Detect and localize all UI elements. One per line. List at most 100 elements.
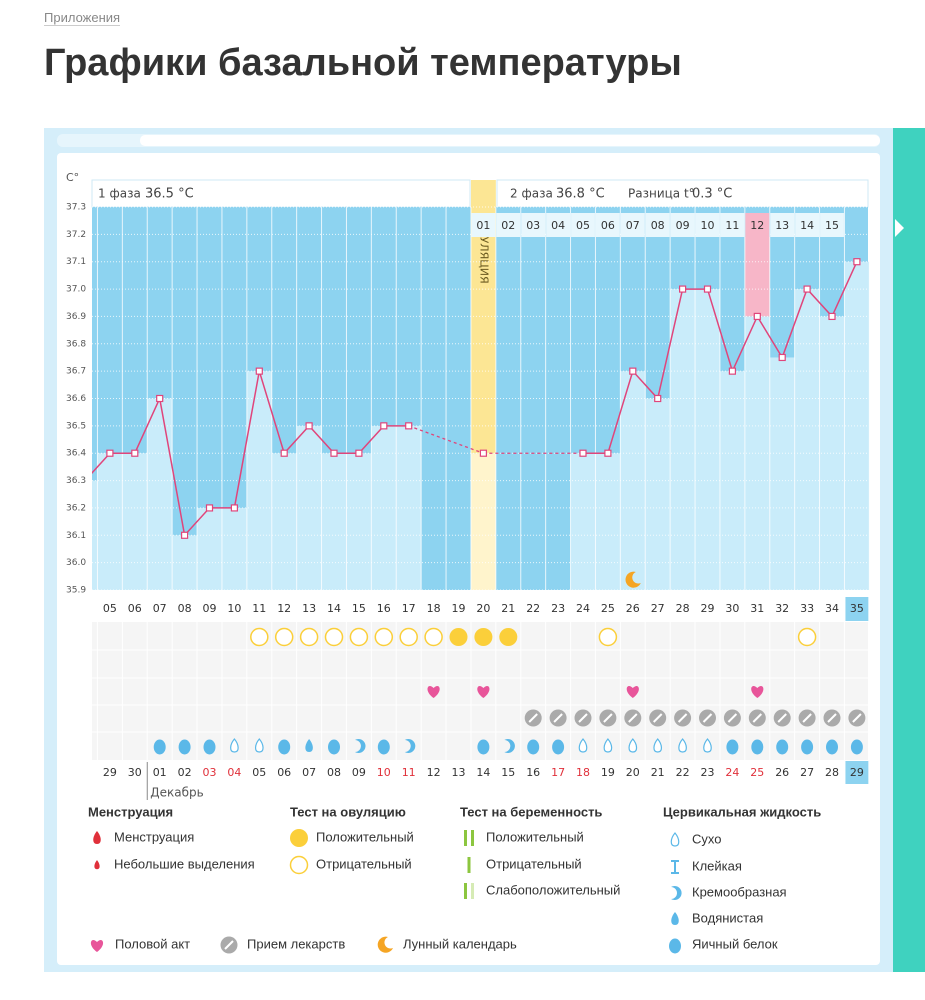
cycle-day-label: 16 — [377, 602, 391, 615]
cycle-day-label: 22 — [526, 602, 540, 615]
medication — [848, 709, 866, 727]
date-label: 03 — [203, 766, 217, 779]
plot: ОВУЛЯЦИЯ01020304050607080910111213141504… — [92, 180, 870, 800]
cycle-day-label: 10 — [227, 602, 241, 615]
date-label: 12 — [427, 766, 441, 779]
egg-white — [328, 739, 340, 755]
date-label: 25 — [750, 766, 764, 779]
ovulation-negative — [349, 627, 369, 647]
cycle-day-label: 23 — [551, 602, 565, 615]
phase2-day-label: 01 — [476, 219, 490, 232]
moon — [625, 571, 641, 588]
date-label: 17 — [551, 766, 565, 779]
preg-positive — [464, 830, 474, 846]
legend-heading: Тест на беременность — [460, 804, 602, 819]
point — [156, 394, 164, 403]
legend-label: Менструация — [114, 829, 194, 844]
ovulation-negative — [374, 627, 394, 647]
scroll-thumb[interactable] — [140, 135, 880, 146]
heart — [626, 686, 639, 698]
phase1-label: 1 фаза — [98, 187, 141, 201]
legend-label: Лунный календарь — [403, 936, 517, 951]
highlight-column — [744, 237, 770, 317]
phase2-day-cell — [496, 213, 521, 237]
egg-white — [776, 739, 789, 755]
pill-slash — [578, 713, 588, 723]
creamy — [354, 739, 366, 753]
legend-label: Водянистая — [692, 910, 763, 925]
phase2-day-cell — [521, 213, 546, 237]
point — [405, 422, 413, 430]
phase2-day-cell — [720, 213, 745, 237]
current-date — [845, 761, 869, 784]
bar — [246, 371, 272, 590]
cycle-day-label: 07 — [153, 602, 167, 615]
point — [853, 258, 861, 266]
date-label: 07 — [302, 766, 316, 779]
dry — [578, 738, 588, 753]
pill-slash — [224, 940, 234, 950]
ovulation-negative — [250, 627, 269, 647]
cycle-day-label: 21 — [501, 602, 515, 615]
point — [828, 312, 836, 321]
cycle-day-label: 33 — [800, 602, 814, 615]
y-tick-label: 37.3 — [66, 203, 86, 213]
current-day — [845, 597, 869, 621]
heart — [427, 686, 440, 698]
y-tick-label: 36.5 — [66, 421, 86, 431]
pill-slash — [727, 713, 738, 723]
creamy — [671, 886, 682, 901]
watery — [671, 912, 679, 925]
cycle-day-label: 20 — [476, 602, 490, 615]
cycle-day-label: 09 — [203, 602, 217, 615]
date-label: 19 — [601, 766, 615, 779]
breadcrumb[interactable]: Приложения — [44, 10, 121, 26]
y-tick-label: 36.4 — [66, 449, 86, 459]
medication — [574, 709, 592, 727]
point — [479, 449, 487, 457]
phase2-day-label: 02 — [501, 219, 515, 232]
legend: Менструация Менструация Небольшие выделени… — [88, 804, 821, 954]
egg-white — [153, 739, 166, 755]
egg-white — [850, 739, 863, 755]
legend-label: Положительный — [316, 829, 414, 844]
pill-slash — [702, 713, 713, 723]
medication — [748, 709, 766, 727]
phase2-label: 2 фаза — [510, 187, 553, 201]
point — [778, 353, 786, 362]
cycle-day-label: 29 — [701, 602, 715, 615]
point — [380, 422, 388, 430]
side-panel[interactable] — [893, 128, 925, 972]
cycle-day-label: 19 — [452, 602, 466, 615]
date-label: 29 — [850, 766, 864, 779]
phase2-day-cell — [546, 213, 571, 237]
cycle-day-label: 30 — [725, 602, 739, 615]
y-tick-label: 36.1 — [66, 531, 86, 541]
legend-label: Небольшие выделения — [114, 856, 255, 871]
bar — [595, 453, 621, 590]
date-label: 21 — [651, 766, 665, 779]
y-tick-label: 37.0 — [66, 285, 86, 295]
phase2-day-label: 15 — [825, 219, 839, 232]
point — [106, 449, 114, 457]
bar-mark — [464, 883, 467, 899]
point — [330, 449, 338, 457]
ovulation-positive — [499, 628, 518, 646]
bar — [695, 289, 720, 590]
phase2-day-label: 03 — [526, 219, 540, 232]
y-tick-label: 36.6 — [66, 394, 86, 404]
cycle-day-label: 35 — [850, 602, 864, 615]
y-tick-label: 36.9 — [66, 312, 86, 322]
bar-mark — [471, 883, 474, 899]
date-label: 06 — [277, 766, 291, 779]
cycle-day-label: 31 — [750, 602, 764, 615]
y-tick-label: 36.3 — [66, 476, 86, 486]
dry — [703, 738, 712, 753]
dry — [603, 738, 613, 753]
point — [230, 504, 238, 512]
legend-label: Клейкая — [692, 858, 742, 873]
phase2-day-cell — [571, 213, 595, 237]
bar — [396, 425, 422, 590]
point — [654, 394, 662, 403]
